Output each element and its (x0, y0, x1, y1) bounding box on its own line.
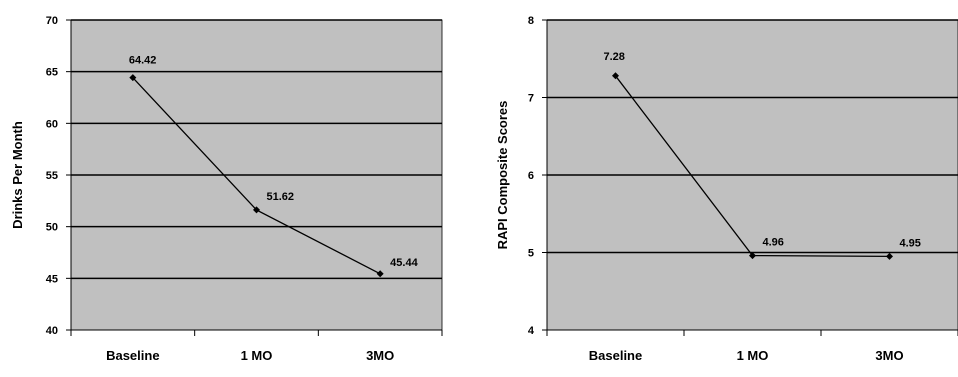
y-tick-label: 8 (528, 15, 534, 27)
data-point-marker (376, 270, 384, 278)
x-category-label: Baseline (106, 348, 159, 363)
y-tick-label: 50 (46, 222, 58, 234)
chart-1: 40 45 50 55 60 65 70 Baseline 1 MO 3MO Drinks Per … (10, 15, 443, 363)
chart-2: 4 5 6 7 8 Baseline 1 MO 3MO RAPI Composite Score… (495, 15, 958, 363)
data-label: 7.28 (604, 51, 625, 63)
y-axis-title: RAPI Composite Scores (495, 101, 510, 250)
x-category-label: 3MO (875, 348, 903, 363)
y-tick-label: 6 (528, 170, 534, 182)
x-category-label: 1 MO (241, 348, 273, 363)
y-tick-label: 65 (46, 67, 58, 79)
x-category-label: 1 MO (737, 348, 769, 363)
data-point-marker (612, 72, 619, 80)
y-tick-label: 4 (528, 325, 535, 337)
data-label: 51.62 (267, 191, 295, 203)
data-label: 4.95 (900, 237, 921, 249)
y-tick-label: 70 (46, 15, 58, 27)
data-point-marker (129, 74, 137, 82)
data-label: 45.44 (390, 257, 418, 269)
y-tick-label: 5 (528, 248, 534, 260)
x-category-label: Baseline (589, 348, 642, 363)
y-tick-label: 55 (46, 170, 58, 182)
y-tick-label: 60 (46, 118, 58, 130)
data-label: 64.42 (129, 55, 157, 67)
x-category-label: 3MO (366, 348, 394, 363)
data-point-marker (253, 206, 260, 214)
data-label: 4.96 (763, 237, 784, 249)
data-point-marker (886, 252, 893, 260)
y-tick-label: 40 (46, 325, 58, 337)
y-tick-label: 45 (46, 273, 58, 285)
y-tick-label: 7 (528, 93, 534, 105)
y-axis-title: Drinks Per Month (10, 121, 25, 229)
data-point-marker (749, 252, 756, 260)
